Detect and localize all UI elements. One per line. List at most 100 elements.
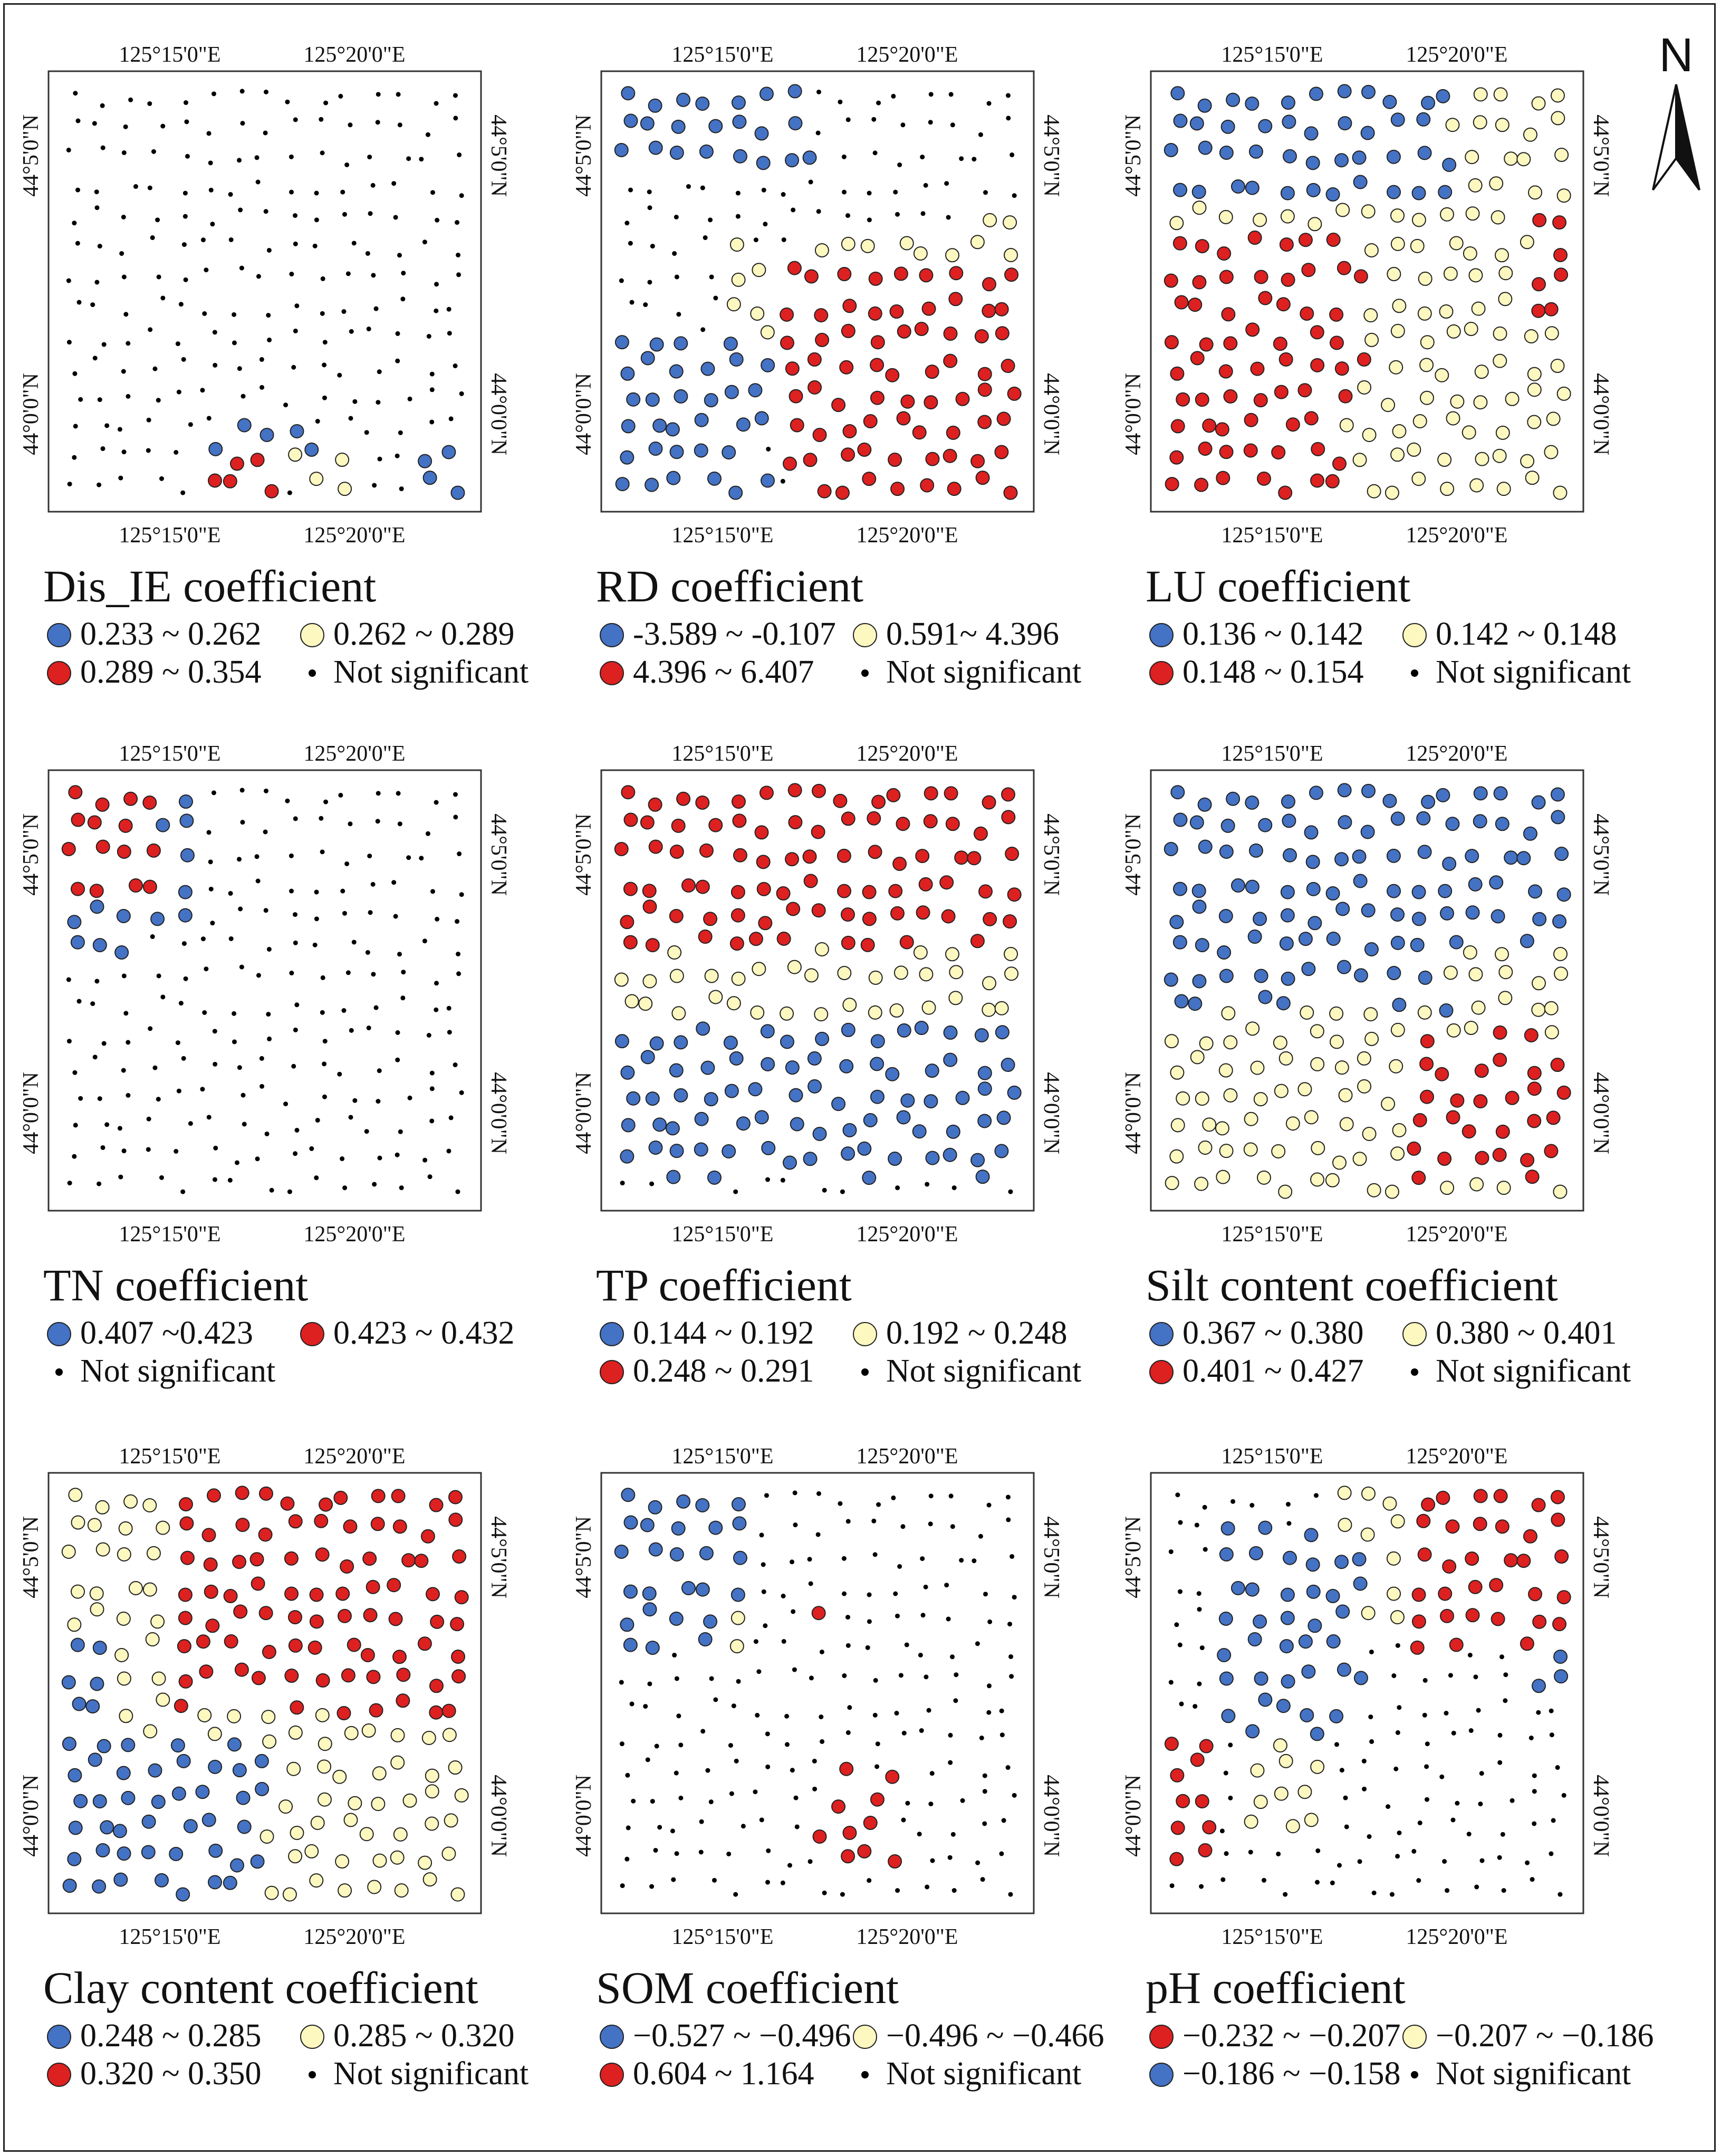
sample-point-not-significant — [434, 800, 439, 805]
sample-point-blue — [1489, 875, 1504, 890]
sample-point-not-significant — [101, 342, 107, 347]
sample-point-yellow — [1544, 445, 1559, 459]
sample-point-yellow — [1329, 1034, 1344, 1049]
sample-point-not-significant — [948, 92, 954, 97]
sample-point-not-significant — [291, 365, 296, 370]
sample-point-yellow — [288, 1849, 303, 1864]
sample-point-red — [290, 1700, 304, 1715]
sample-point-not-significant — [871, 117, 877, 122]
sample-point-yellow — [1496, 482, 1511, 496]
sample-point-blue — [699, 144, 714, 159]
sample-point-not-significant — [838, 1501, 843, 1506]
sample-point-not-significant — [398, 430, 403, 435]
sample-point-not-significant — [900, 1524, 906, 1529]
sample-point-not-significant — [393, 215, 398, 220]
sample-point-not-significant — [240, 820, 245, 825]
sample-point-not-significant — [377, 456, 382, 462]
sample-point-not-significant — [322, 1039, 328, 1044]
sample-point-red — [205, 1618, 220, 1633]
sample-point-red — [642, 899, 657, 914]
sample-point-yellow — [318, 1737, 332, 1751]
sample-point-not-significant — [263, 130, 268, 136]
sample-point-red — [1435, 1067, 1449, 1081]
legend-label: 0.367 ~ 0.380 — [1182, 1315, 1364, 1351]
sample-point-blue — [1280, 885, 1295, 899]
sample-point-not-significant — [181, 1056, 186, 1061]
sample-point-blue — [1411, 186, 1426, 200]
sample-point-blue — [1245, 96, 1259, 111]
sample-point-not-significant — [753, 1789, 758, 1795]
sample-point-yellow — [418, 1855, 432, 1870]
sample-point-red — [341, 1668, 355, 1683]
sample-point-not-significant — [123, 312, 129, 317]
sample-point-blue — [640, 1518, 655, 1532]
sample-point-not-significant — [208, 859, 213, 865]
sample-point-not-significant — [1478, 1802, 1483, 1807]
sample-point-yellow — [1170, 1065, 1185, 1080]
sample-point-not-significant — [842, 189, 847, 195]
lon-label-bottom: 125°15'0"E — [119, 1925, 220, 1949]
sample-point-yellow — [156, 1692, 170, 1707]
sample-point-not-significant — [759, 1532, 764, 1538]
sample-point-blue — [1279, 936, 1294, 951]
sample-point-not-significant — [790, 1559, 795, 1565]
sample-point-not-significant — [266, 313, 271, 318]
sample-point-yellow — [1419, 358, 1434, 372]
sample-point-blue — [620, 1617, 634, 1632]
sample-point-yellow — [143, 1724, 158, 1739]
lon-label-bottom: 125°20'0"E — [303, 1925, 405, 1949]
sample-point-red — [893, 266, 908, 281]
sample-point-not-significant — [1008, 1654, 1014, 1659]
sample-point-not-significant — [406, 855, 411, 860]
sample-point-blue — [1335, 902, 1350, 916]
sample-point-red — [815, 332, 830, 347]
sample-point-blue — [620, 1149, 634, 1164]
sample-point-blue — [1304, 825, 1319, 840]
sample-point-blue — [1245, 1582, 1259, 1597]
sample-point-not-significant — [1499, 1654, 1505, 1660]
lat-label-right: 44°0'0"N — [486, 373, 511, 455]
sample-point-blue — [1386, 149, 1401, 164]
sample-point-not-significant — [375, 120, 380, 125]
sample-point-not-significant — [228, 891, 233, 896]
sample-point-red — [1170, 366, 1185, 381]
sample-point-blue — [669, 1547, 684, 1561]
sample-point-blue — [731, 1497, 746, 1512]
sample-point-blue — [621, 1488, 636, 1502]
sample-point-yellow — [1325, 1173, 1340, 1187]
sample-point-blue — [1337, 783, 1352, 798]
sample-point-blue — [1280, 1611, 1295, 1625]
sample-point-yellow — [372, 1766, 387, 1781]
sample-point-blue — [946, 1124, 960, 1139]
sample-point-blue — [1334, 1555, 1349, 1569]
sample-point-not-significant — [895, 212, 900, 217]
sample-point-not-significant — [928, 92, 934, 97]
sample-point-red — [842, 424, 857, 438]
lat-label-right: 44°5'0"N — [486, 813, 511, 896]
sample-point-not-significant — [845, 1730, 851, 1735]
sample-point-blue — [724, 385, 739, 399]
sample-point-not-significant — [784, 1713, 790, 1719]
sample-point-red — [343, 1519, 358, 1534]
sample-point-red — [862, 912, 877, 926]
sample-point-blue — [1552, 914, 1567, 929]
sample-point-red — [888, 1854, 902, 1869]
sample-point-not-significant — [320, 276, 325, 281]
panel-title: Clay content coefficient — [43, 1962, 478, 2013]
sample-point-red — [671, 818, 686, 833]
sample-point-yellow — [1498, 292, 1513, 306]
sample-point-blue — [1465, 849, 1479, 864]
sample-point-not-significant — [628, 187, 633, 193]
sample-point-not-significant — [1367, 1834, 1372, 1839]
sample-point-not-significant — [235, 1160, 240, 1165]
sample-point-blue — [732, 1516, 747, 1531]
sample-point-blue — [1298, 932, 1313, 946]
sample-point-not-significant — [959, 1558, 964, 1563]
sample-point-not-significant — [319, 816, 324, 821]
panel-tp: 125°15'0"E125°15'0"E125°20'0"E125°20'0"E… — [572, 742, 1081, 1389]
sample-point-red — [1170, 1820, 1185, 1835]
sample-point-blue — [1258, 1692, 1273, 1707]
panel-title: pH coefficient — [1146, 1962, 1406, 2013]
sample-point-not-significant — [117, 427, 122, 432]
sample-point-not-significant — [159, 1175, 164, 1180]
